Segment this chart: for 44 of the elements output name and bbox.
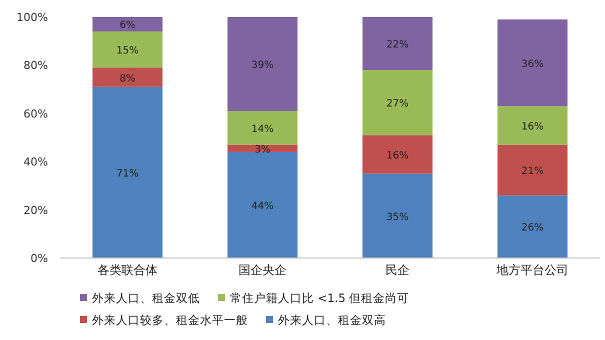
data-label: 71% [116,168,139,180]
bar [92,68,162,87]
bar [498,144,568,196]
y-tick-label: 60% [24,107,48,120]
data-label: 16% [386,150,409,162]
bar [362,174,432,258]
bar [362,17,432,70]
bar [498,195,568,258]
y-tick-label: 20% [24,204,48,217]
bar [498,19,568,106]
data-label: 8% [120,73,136,84]
data-label: 44% [251,200,274,212]
data-label: 22% [386,40,409,51]
bar [228,17,298,111]
data-label: 26% [521,222,544,234]
legend-item: 常住户籍人口比 <1.5 但租金尚可 [218,291,410,305]
legend-item: 外来人口较多、租金水平一般 [80,313,248,327]
data-label: 35% [386,212,409,223]
data-label: 39% [251,60,274,71]
y-tick-label: 80% [24,59,48,72]
data-label: 27% [386,98,409,110]
data-label: 21% [521,166,544,178]
x-tick-label: 民企 [386,263,410,277]
bar [362,70,432,136]
data-label: 14% [251,124,274,135]
y-tick-label: 100% [16,11,48,24]
bar [362,135,432,174]
y-tick-label: 40% [24,156,48,169]
data-label: 6% [120,20,136,32]
bar [498,106,568,145]
bar [92,31,162,68]
data-label: 16% [521,121,544,132]
data-label: 36% [521,58,544,70]
x-tick-label: 各类联合体 [98,263,158,277]
bar [92,17,162,32]
bar [228,152,298,258]
data-label: 15% [116,46,139,57]
y-tick-label: 0% [30,252,48,265]
x-tick-label: 地方平台公司 [496,263,568,277]
x-tick-label: 国企央企 [238,263,286,277]
legend-item: 外来人口、租金双高 [266,313,386,327]
bar [228,110,298,145]
legend-item: 外来人口、租金双低 [80,291,200,305]
bar [92,86,162,258]
